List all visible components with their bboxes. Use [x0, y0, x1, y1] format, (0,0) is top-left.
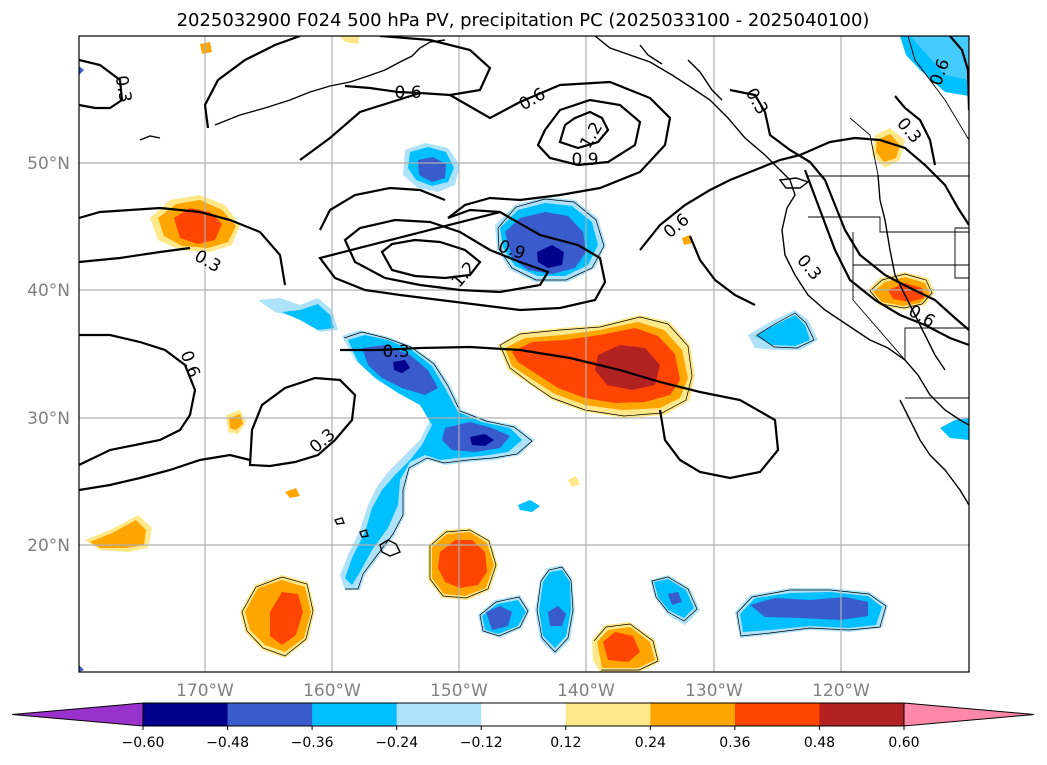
colorbar-extend-min	[11, 702, 144, 727]
colorbar-tick-label: 0.24	[635, 735, 666, 751]
colorbar-segment	[819, 703, 905, 726]
colorbar-tick-label: 0.60	[888, 735, 919, 751]
contour-label: 0.6	[394, 83, 421, 103]
figure-title: 2025032900 F024 500 hPa PV, precipitatio…	[177, 10, 870, 31]
graticule	[79, 36, 969, 672]
lat-label: 50°N	[27, 154, 70, 174]
colorbar-segment	[396, 703, 482, 726]
map-area: 0.3 0.6 0.6 0.3 0.3 0.6 1.2 0.9 0.6 0.9 …	[79, 36, 969, 672]
lon-label: 170°W	[176, 681, 234, 701]
colorbar-segment	[227, 703, 313, 726]
lon-label: 130°W	[685, 681, 743, 701]
contour-label: 0.9	[571, 150, 598, 170]
colorbar-tick-label: −0.48	[206, 735, 249, 751]
contour-label: 0.3	[111, 74, 135, 104]
colorbar: −0.60 −0.48 −0.36 −0.24 −0.12 0.12 0.24 0.36 0.4…	[11, 702, 1035, 751]
colorbar-tick-label: 0.12	[550, 735, 581, 751]
colorbar-extend-max	[903, 702, 1035, 727]
colorbar-segment	[650, 703, 736, 726]
colorbar-outline	[142, 702, 905, 727]
colorbar-segment	[565, 703, 651, 726]
lon-label: 150°W	[430, 681, 488, 701]
contour-label: 0.3	[382, 342, 409, 362]
lon-label: 160°W	[303, 681, 361, 701]
lat-label: 30°N	[27, 409, 70, 429]
colorbar-tick-label: 0.36	[719, 735, 750, 751]
colorbar-segment	[734, 703, 820, 726]
colorbar-segment	[312, 703, 398, 726]
colorbar-segment	[481, 703, 567, 726]
colorbar-tick-label: −0.24	[375, 735, 418, 751]
colorbar-tick-label: −0.36	[291, 735, 334, 751]
lat-label: 40°N	[27, 281, 70, 301]
colorbar-segment	[143, 703, 229, 726]
colorbar-tick-label: 0.48	[804, 735, 835, 751]
coastlines	[139, 36, 969, 557]
lon-label: 120°W	[812, 681, 870, 701]
pv-contours	[79, 36, 969, 492]
lat-label: 20°N	[27, 536, 70, 556]
map-frame	[78, 35, 970, 673]
longitude-labels: 170°W 160°W 150°W 140°W 130°W 120°W	[176, 681, 870, 701]
lon-label: 140°W	[557, 681, 615, 701]
latitude-labels: 50°N 40°N 30°N 20°N	[27, 154, 70, 556]
colorbar-tick-label: −0.12	[460, 735, 503, 751]
colorbar-tick-label: −0.60	[122, 735, 165, 751]
